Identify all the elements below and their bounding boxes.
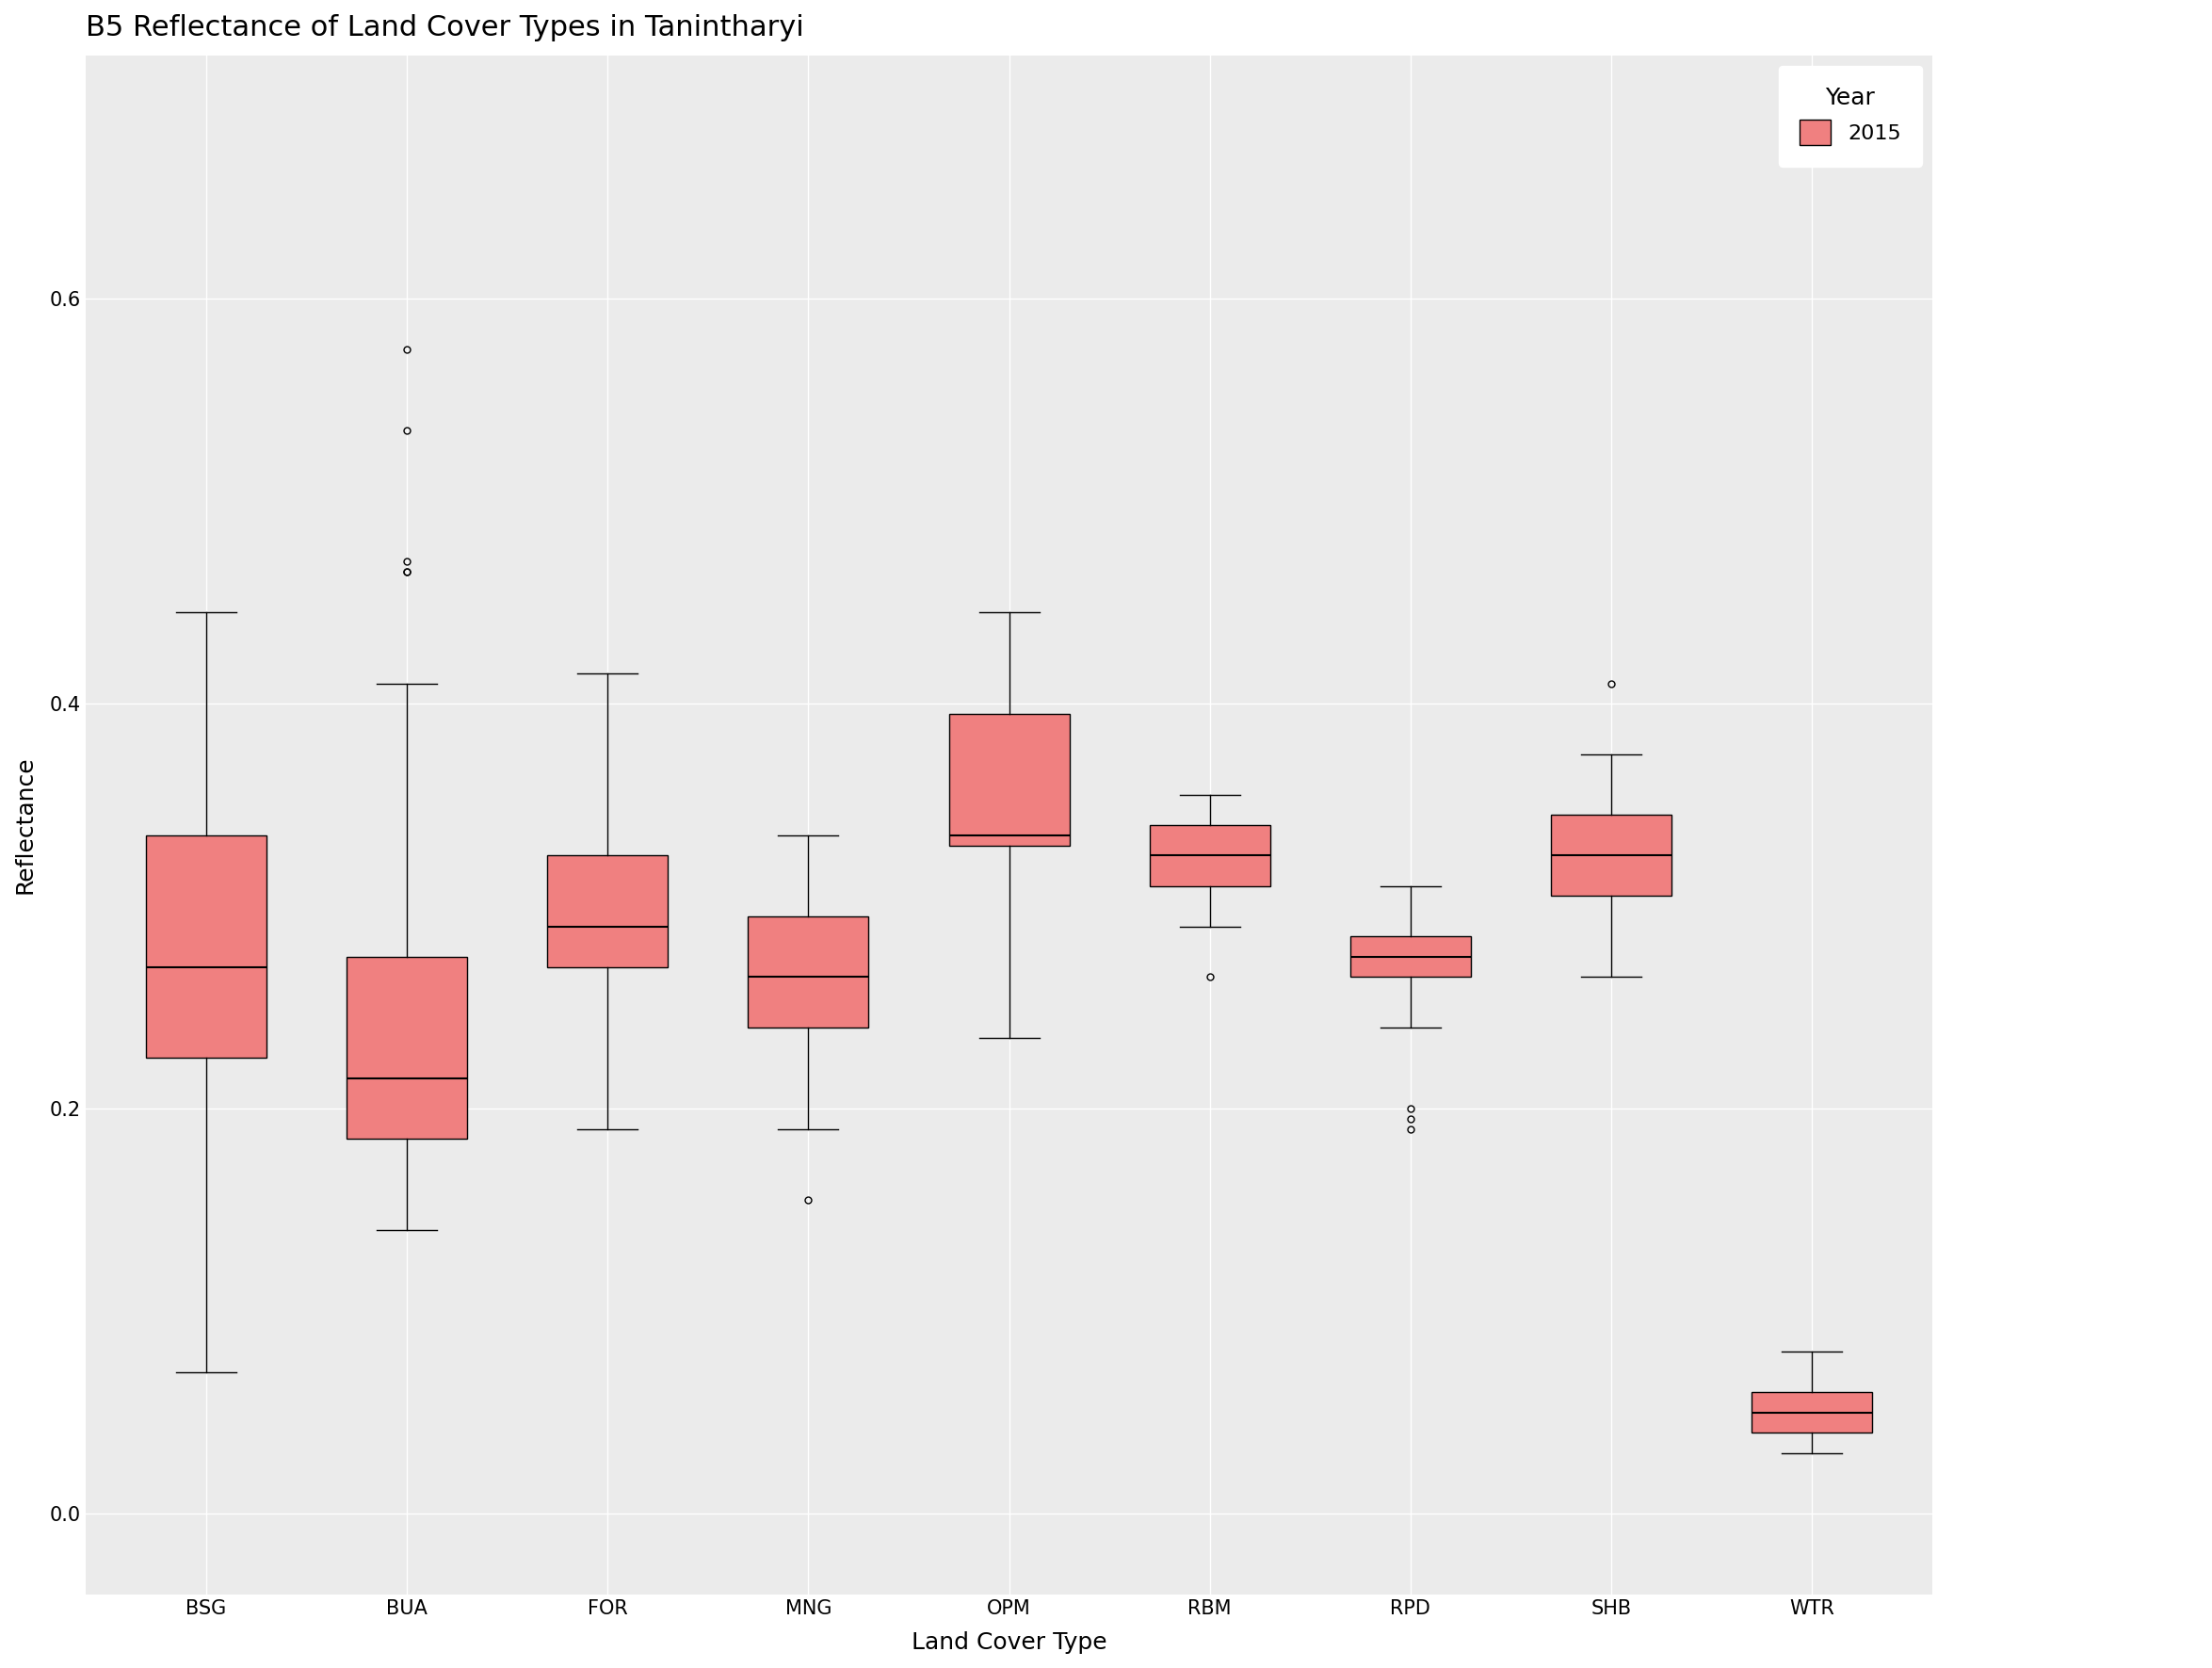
Legend: 2015: 2015 (1778, 65, 1922, 167)
PathPatch shape (748, 916, 869, 1027)
Y-axis label: Reflectance: Reflectance (13, 756, 38, 894)
PathPatch shape (1150, 826, 1270, 886)
PathPatch shape (546, 856, 668, 967)
PathPatch shape (1349, 936, 1471, 977)
PathPatch shape (949, 714, 1068, 846)
Text: B5 Reflectance of Land Cover Types in Tanintharyi: B5 Reflectance of Land Cover Types in Ta… (86, 13, 803, 42)
X-axis label: Land Cover Type: Land Cover Type (911, 1631, 1106, 1655)
PathPatch shape (1752, 1393, 1871, 1433)
PathPatch shape (146, 836, 265, 1058)
PathPatch shape (347, 957, 467, 1139)
PathPatch shape (1551, 816, 1672, 896)
